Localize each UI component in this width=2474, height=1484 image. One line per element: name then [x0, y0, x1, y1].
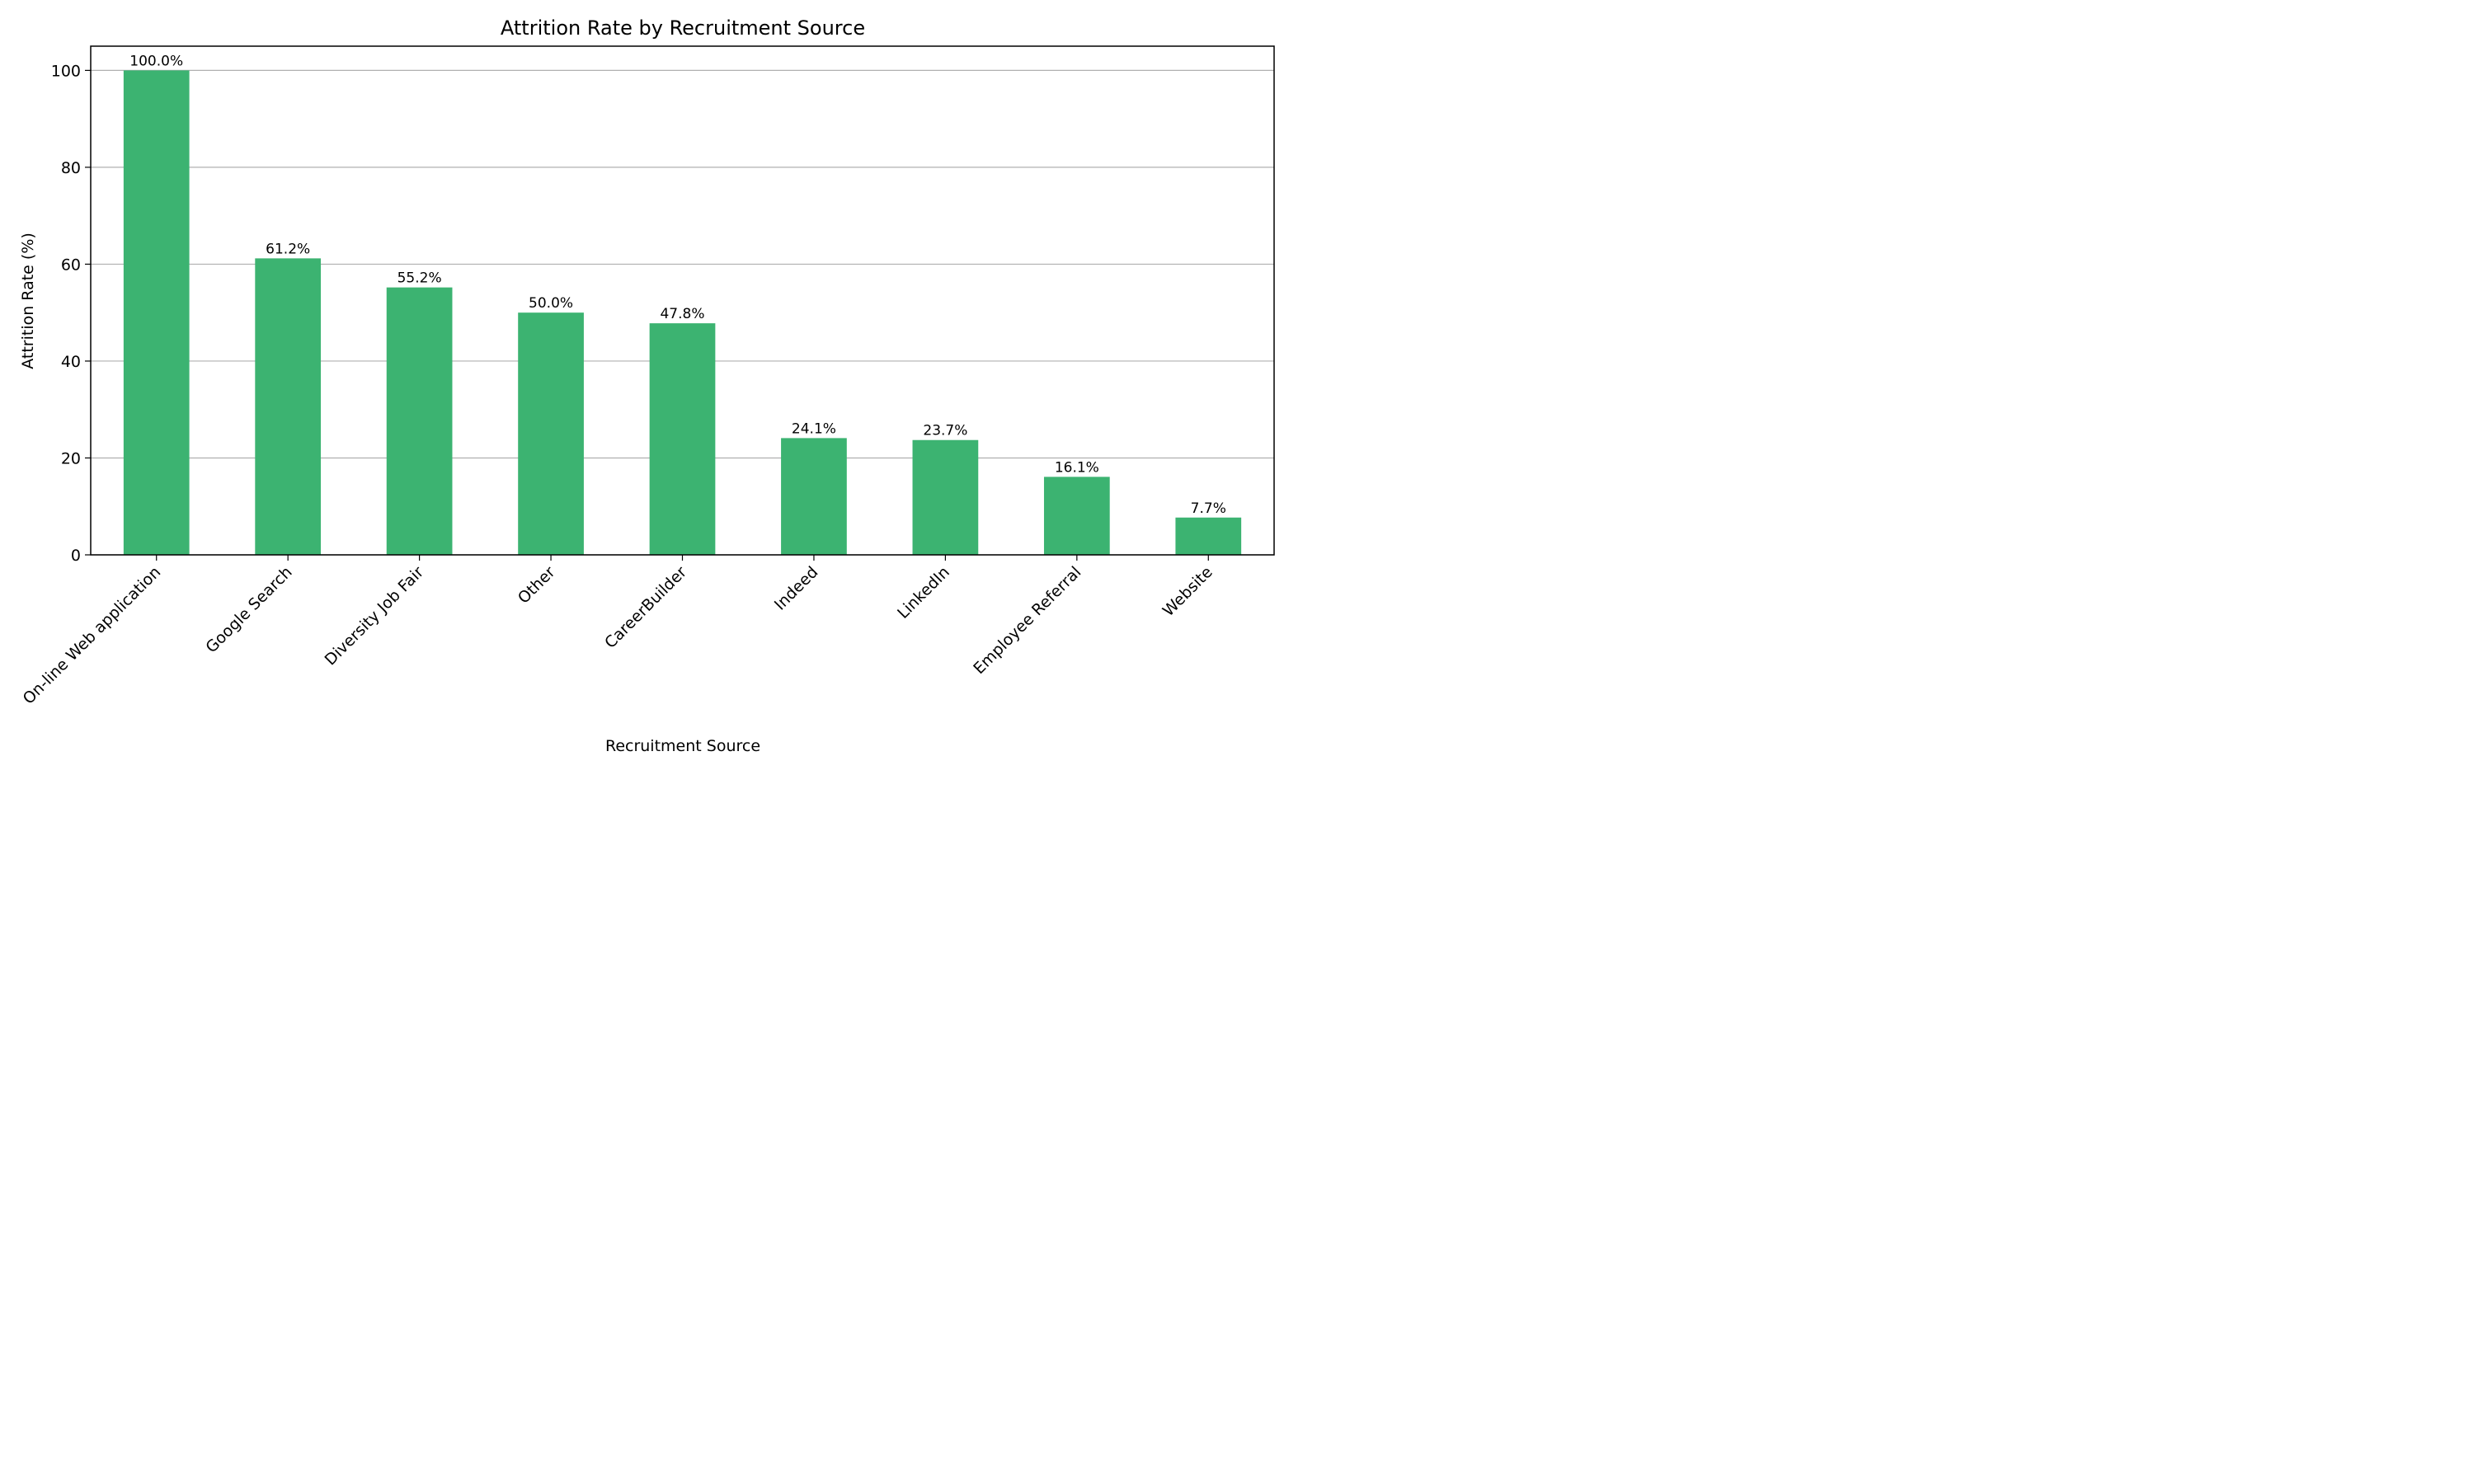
bar — [912, 439, 979, 555]
y-tick-label: 0 — [71, 547, 81, 565]
plot-frame — [90, 45, 1275, 556]
bar — [781, 438, 847, 555]
x-tick-label: Google Search — [202, 563, 295, 656]
bar — [123, 70, 190, 555]
data-label: 7.7% — [1191, 500, 1226, 517]
bar — [649, 323, 716, 555]
x-tick-label: Employee Referral — [970, 563, 1084, 678]
y-axis-label: Attrition Rate (%) — [19, 232, 37, 369]
bar-chart: Attrition Rate by Recruitment Source Att… — [19, 16, 1275, 755]
data-label: 55.2% — [397, 270, 442, 287]
data-label: 47.8% — [660, 306, 704, 322]
x-axis-label: Recruitment Source — [605, 737, 760, 755]
x-tick-label: Diversity Job Fair — [322, 563, 428, 669]
y-tick-label: 20 — [61, 449, 81, 467]
data-label: 50.0% — [529, 295, 573, 312]
axes — [85, 45, 1275, 561]
y-tick-label: 60 — [61, 256, 81, 274]
data-labels: 100.0% 61.2% 55.2% 50.0% 47.8% 24.1% 23.7% 16.1… — [129, 53, 1226, 516]
bar — [1175, 517, 1242, 555]
x-tick-label: Website — [1159, 563, 1216, 620]
data-label: 100.0% — [129, 53, 183, 69]
x-tick-label: On-line Web application — [20, 563, 165, 708]
bar — [255, 258, 322, 555]
x-tick-label: LinkedIn — [894, 563, 953, 622]
x-tick-label: CareerBuilder — [601, 563, 690, 652]
chart-title: Attrition Rate by Recruitment Source — [501, 16, 865, 40]
y-tick-label: 80 — [61, 159, 81, 177]
bars — [123, 70, 1242, 555]
y-tick-label: 100 — [51, 62, 81, 80]
data-label: 23.7% — [923, 423, 967, 439]
bar — [386, 287, 453, 555]
tick-labels: 0 20 40 60 80 100 On-line Web application Googl… — [20, 62, 1216, 707]
data-label: 61.2% — [266, 241, 310, 257]
data-label: 24.1% — [792, 420, 836, 437]
bar — [1043, 477, 1110, 555]
chart-container: Attrition Rate by Recruitment Source Att… — [0, 0, 1289, 773]
x-tick-label: Indeed — [771, 563, 822, 614]
x-tick-label: Other — [515, 563, 559, 608]
data-label: 16.1% — [1055, 459, 1099, 476]
y-tick-label: 40 — [61, 353, 81, 371]
bar — [518, 312, 584, 555]
